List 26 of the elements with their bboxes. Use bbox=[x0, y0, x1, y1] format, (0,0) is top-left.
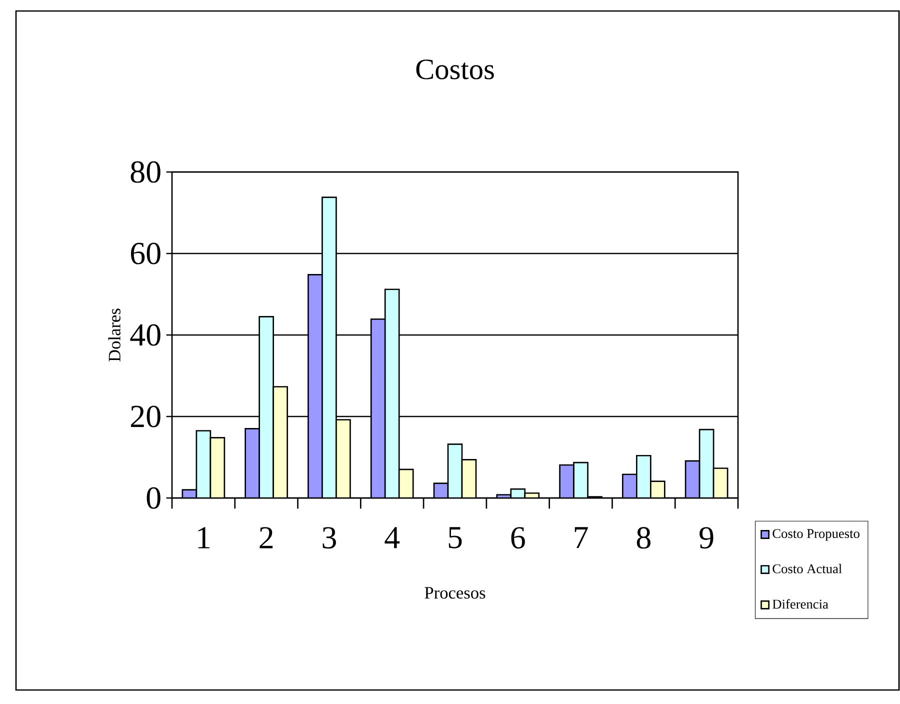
y-tick-label: 80 bbox=[130, 161, 160, 183]
chart-title: Costos bbox=[416, 60, 494, 80]
x-tick-label: 6 bbox=[511, 527, 525, 549]
y-tick-label: 0 bbox=[146, 487, 160, 509]
bar bbox=[210, 437, 226, 498]
x-axis-title: Procesos bbox=[424, 587, 486, 599]
y-tick-label: 40 bbox=[130, 324, 160, 346]
bar bbox=[461, 459, 477, 498]
x-tick-label: 7 bbox=[574, 527, 588, 548]
bar bbox=[698, 428, 714, 498]
x-tick-label: 3 bbox=[322, 527, 336, 549]
x-tick-label: 8 bbox=[636, 527, 650, 549]
bar bbox=[447, 444, 463, 498]
x-tick-label: 5 bbox=[448, 527, 462, 548]
y-tick-label: 60 bbox=[130, 242, 160, 264]
x-tick-label: 4 bbox=[384, 527, 400, 548]
y-axis-title: Dolares bbox=[108, 308, 120, 362]
legend-label: Costo Propuesto bbox=[772, 529, 860, 541]
x-tick-label: 1 bbox=[198, 527, 210, 548]
legend-label: Costo Actual bbox=[772, 564, 842, 574]
x-tick-label: 9 bbox=[700, 527, 714, 549]
bar bbox=[196, 430, 212, 498]
bar bbox=[684, 460, 700, 498]
y-tick-label: 20 bbox=[131, 406, 160, 428]
legend-label: Diferencia bbox=[772, 599, 828, 609]
x-tick-label: 2 bbox=[260, 527, 273, 548]
